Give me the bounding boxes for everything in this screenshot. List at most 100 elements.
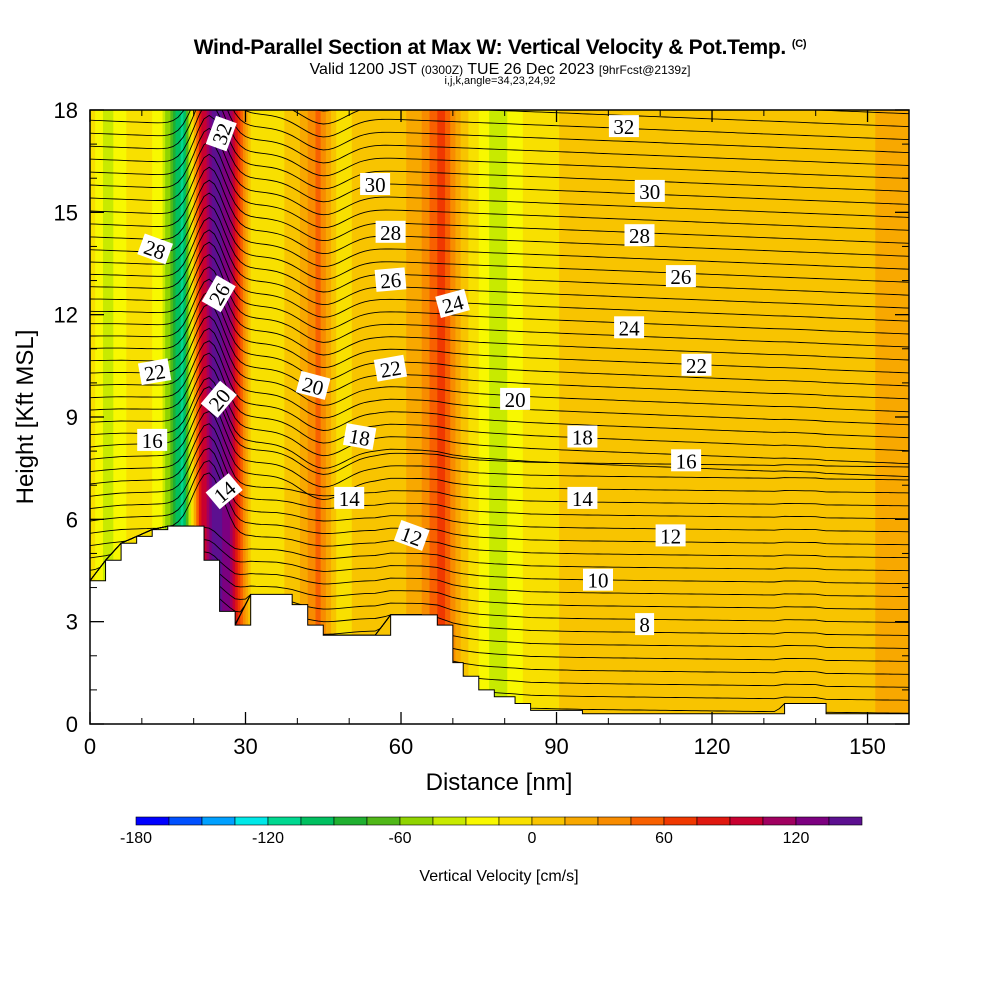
velocity-cell	[465, 110, 469, 724]
velocity-cell	[222, 110, 226, 724]
velocity-cell	[377, 110, 381, 724]
velocity-cell	[108, 110, 112, 724]
velocity-cell	[491, 110, 495, 724]
y-tick-label: 18	[54, 98, 78, 123]
contour-label-box	[608, 115, 639, 138]
contour-label: 16	[671, 449, 702, 473]
velocity-cell	[489, 110, 493, 724]
velocity-cell	[597, 110, 602, 724]
velocity-cell	[590, 110, 594, 724]
isentrope-line	[90, 217, 909, 309]
velocity-cell	[797, 110, 801, 724]
velocity-cell	[748, 110, 752, 724]
velocity-cell	[437, 110, 441, 724]
velocity-cell	[170, 110, 174, 724]
velocity-cell	[761, 110, 765, 724]
velocity-cell	[782, 110, 786, 724]
x-axis-title: Distance [nm]	[426, 769, 573, 796]
velocity-cell	[564, 110, 568, 724]
velocity-cell	[204, 110, 208, 724]
velocity-cell	[237, 110, 241, 724]
velocity-cell	[836, 110, 840, 724]
velocity-cell	[123, 110, 127, 724]
velocity-cell	[745, 110, 749, 724]
contour-label: 30	[360, 173, 391, 197]
velocity-cell	[826, 110, 830, 724]
velocity-cell	[211, 110, 216, 724]
velocity-cell	[655, 110, 659, 724]
isentrope-line	[90, 166, 909, 257]
contour-label: 18	[342, 423, 377, 451]
velocity-cell	[670, 110, 674, 724]
isentrope-line	[148, 110, 909, 141]
velocity-cell	[463, 110, 467, 724]
velocity-cell	[636, 110, 641, 724]
velocity-cell	[890, 110, 895, 724]
velocity-cell	[499, 110, 503, 724]
velocity-cell	[494, 110, 498, 724]
velocity-cell	[393, 110, 397, 724]
contour-label-box	[635, 613, 655, 636]
colorbar-segment	[168, 816, 203, 826]
velocity-cell	[470, 110, 475, 724]
velocity-cell	[512, 110, 516, 724]
isentrope-line	[90, 290, 909, 387]
contour-label-box	[334, 486, 365, 509]
velocity-cell	[517, 110, 521, 724]
isentrope-line	[90, 525, 909, 572]
isentrope-line	[90, 140, 909, 231]
x-tick-label: 120	[694, 734, 731, 759]
colorbar-segment	[663, 816, 698, 826]
x-tick-label: 150	[849, 734, 886, 759]
velocity-cell	[502, 110, 506, 724]
velocity-cell	[219, 110, 223, 724]
colorbar-segment	[399, 816, 434, 826]
velocity-cell	[434, 110, 438, 724]
velocity-cell	[665, 110, 669, 724]
isentrope-line	[90, 472, 909, 559]
velocity-cell	[413, 110, 418, 724]
velocity-cell	[113, 110, 117, 724]
velocity-cell	[600, 110, 604, 724]
colorbar-tick-label: 0	[528, 830, 537, 847]
isentrope-line	[315, 110, 909, 115]
colorbar-segment	[531, 816, 566, 826]
velocity-cell	[336, 110, 340, 724]
velocity-cell	[338, 110, 343, 724]
x-tick-label: 0	[84, 734, 96, 759]
contour-label-text: 26	[670, 265, 691, 289]
isentrope-line	[90, 398, 909, 488]
isentrope-line	[90, 278, 909, 374]
contour-label: 20	[295, 370, 331, 401]
velocity-cell	[515, 110, 519, 724]
velocity-cell	[818, 110, 822, 724]
velocity-cell	[250, 110, 254, 724]
contour-label-box	[671, 449, 702, 472]
velocity-cell	[634, 110, 638, 724]
velocity-cell	[131, 110, 135, 724]
velocity-cell	[362, 110, 366, 724]
velocity-cell	[229, 110, 234, 724]
isentrope-line	[90, 110, 909, 154]
contour-label-box	[655, 524, 686, 547]
contour-label: 8	[635, 613, 655, 637]
colorbar-segment	[465, 816, 500, 826]
isentrope-line	[90, 423, 909, 507]
velocity-cell	[872, 110, 876, 724]
isentrope-line	[90, 229, 909, 322]
velocity-cell	[859, 110, 863, 724]
velocity-cell	[354, 110, 358, 724]
velocity-cell	[375, 110, 379, 724]
isentrope-line	[90, 241, 909, 335]
velocity-cell	[841, 110, 845, 724]
contour-label-box	[665, 265, 696, 288]
velocity-cell	[320, 110, 324, 724]
velocity-cell	[266, 110, 270, 724]
velocity-cell	[528, 110, 532, 724]
velocity-cell	[395, 110, 400, 724]
velocity-cell	[771, 110, 775, 724]
contour-label-text: 22	[378, 356, 403, 383]
isentrope-line	[90, 525, 909, 636]
terrain-mask	[89, 525, 910, 725]
